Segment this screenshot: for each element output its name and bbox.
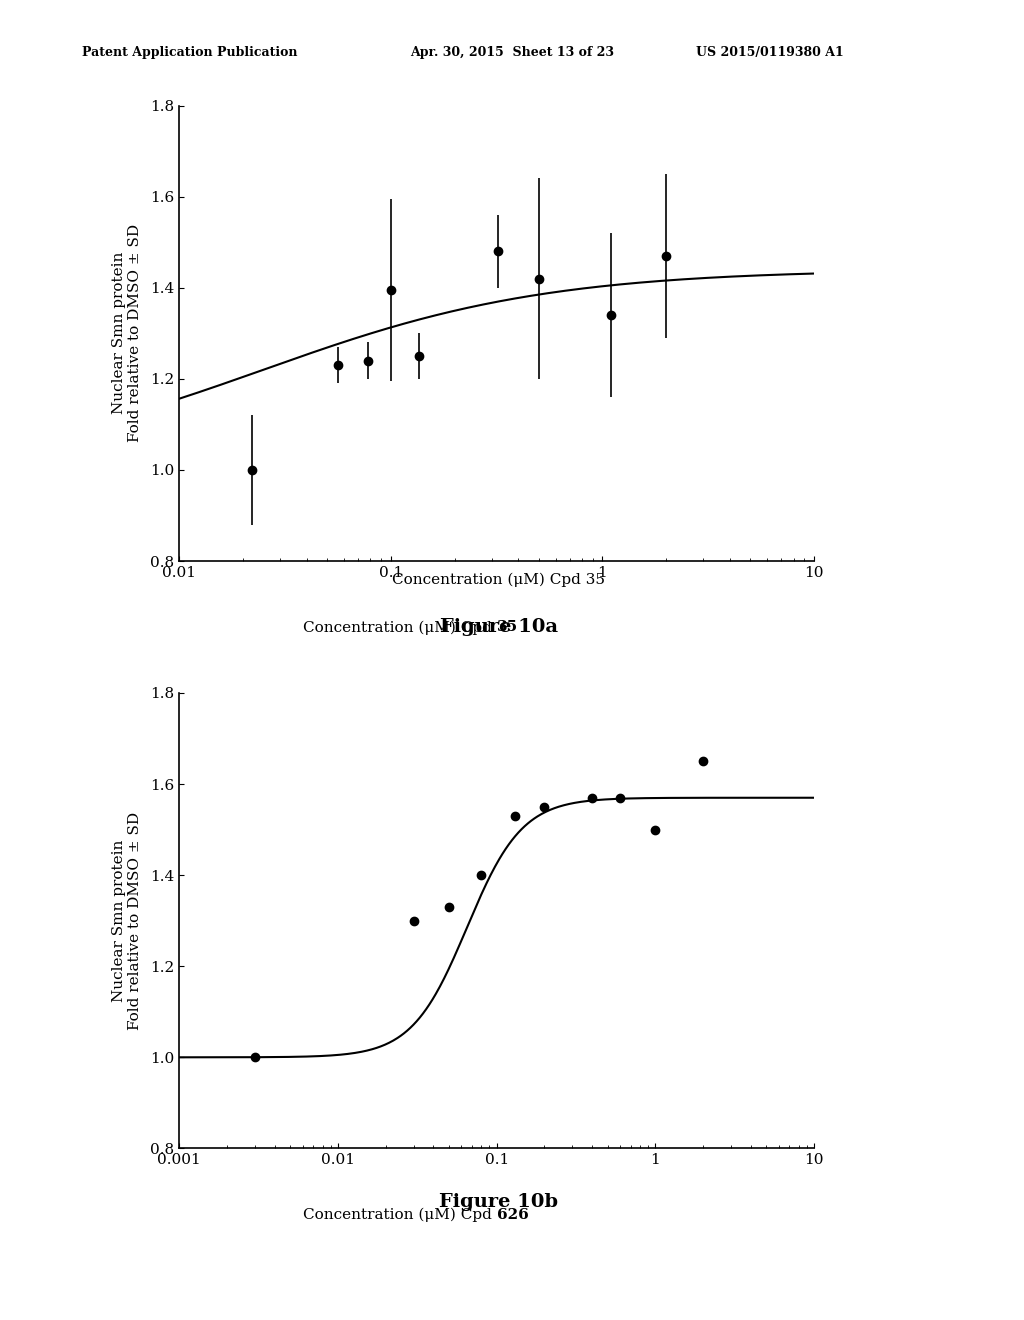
- Text: Concentration (μM) Cpd: Concentration (μM) Cpd: [303, 620, 497, 635]
- Text: Figure 10a: Figure 10a: [439, 618, 558, 636]
- Text: Concentration (μM) Cpd: Concentration (μM) Cpd: [303, 1208, 497, 1222]
- Text: Patent Application Publication: Patent Application Publication: [82, 46, 297, 59]
- Text: 626: 626: [497, 1208, 528, 1221]
- Text: US 2015/0119380 A1: US 2015/0119380 A1: [696, 46, 844, 59]
- Y-axis label: Nuclear Smn protein
Fold relative to DMSO ± SD: Nuclear Smn protein Fold relative to DMS…: [112, 224, 141, 442]
- Text: Apr. 30, 2015  Sheet 13 of 23: Apr. 30, 2015 Sheet 13 of 23: [410, 46, 613, 59]
- Text: 35: 35: [497, 620, 518, 634]
- Text: Figure 10b: Figure 10b: [439, 1193, 558, 1212]
- Text: Concentration (μM) Cpd 35: Concentration (μM) Cpd 35: [392, 573, 605, 587]
- Y-axis label: Nuclear Smn protein
Fold relative to DMSO ± SD: Nuclear Smn protein Fold relative to DMS…: [112, 812, 141, 1030]
